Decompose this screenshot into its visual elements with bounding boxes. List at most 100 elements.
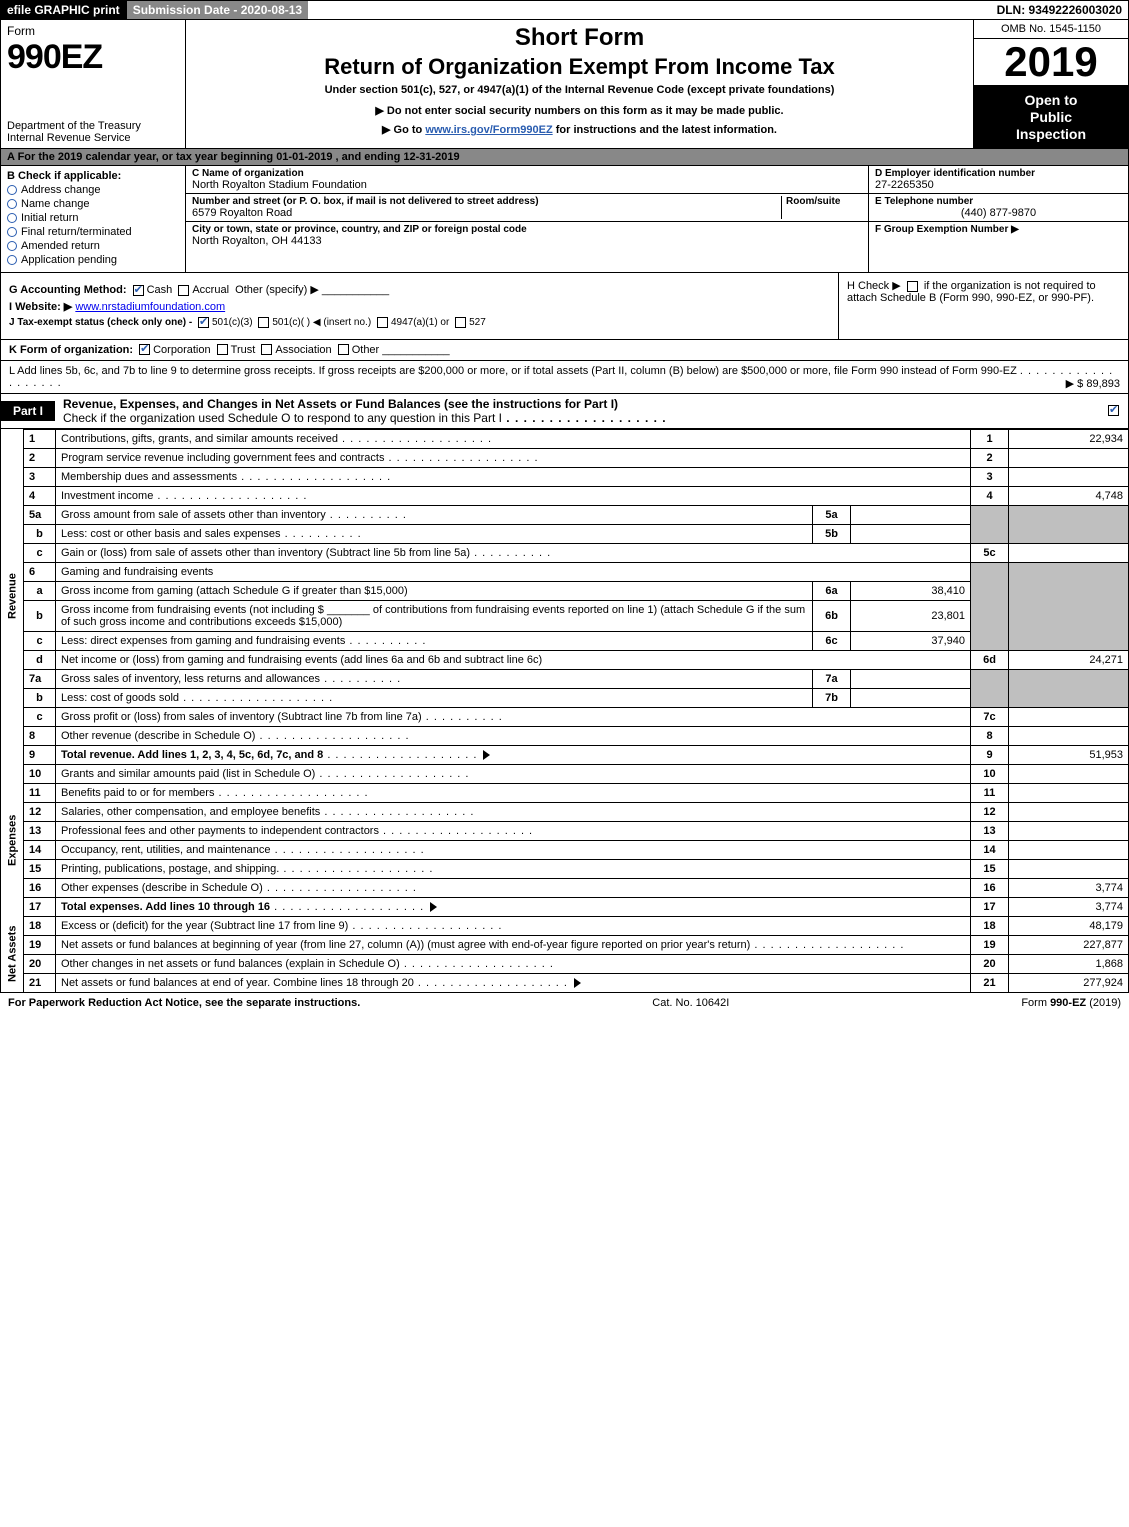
phone-value: (440) 877-9870 xyxy=(875,207,1122,219)
line-num: 9 xyxy=(24,745,56,764)
part-i-badge: Part I xyxy=(1,401,55,421)
circle-icon xyxy=(7,199,17,209)
line-amount: 3,774 xyxy=(1009,878,1129,897)
table-row: 12 Salaries, other compensation, and emp… xyxy=(1,802,1129,821)
line-amount xyxy=(1009,821,1129,840)
line-num: 3 xyxy=(24,467,56,486)
efile-print-button[interactable]: efile GRAPHIC print xyxy=(1,1,126,19)
chk-name-change[interactable]: Name change xyxy=(7,198,179,210)
tax-year: 2019 xyxy=(974,39,1128,86)
org-name: North Royalton Stadium Foundation xyxy=(192,179,862,191)
irs-link[interactable]: www.irs.gov/Form990EZ xyxy=(425,124,552,136)
line-amount: 24,271 xyxy=(1009,650,1129,669)
line-ref: 18 xyxy=(971,916,1009,935)
ein-label: D Employer identification number xyxy=(875,168,1122,179)
city-label: City or town, state or province, country… xyxy=(192,224,862,235)
subline-amount xyxy=(851,524,971,543)
page-footer: For Paperwork Reduction Act Notice, see … xyxy=(0,993,1129,1013)
dln-label: DLN: 93492226003020 xyxy=(991,1,1128,19)
row-k: K Form of organization: Corporation Trus… xyxy=(0,340,1129,361)
chk-final-return[interactable]: Final return/terminated xyxy=(7,226,179,238)
lbl-association: Association xyxy=(275,344,331,356)
ssn-note: ▶ Do not enter social security numbers o… xyxy=(194,104,965,117)
dots-icon xyxy=(345,635,426,647)
chk-accrual[interactable] xyxy=(178,285,189,296)
line-num: d xyxy=(24,650,56,669)
line-desc: Less: cost or other basis and sales expe… xyxy=(61,528,281,540)
chk-initial-return[interactable]: Initial return xyxy=(7,212,179,224)
chk-other-org[interactable] xyxy=(338,344,349,355)
line-desc: Other revenue (describe in Schedule O) xyxy=(61,730,255,742)
lbl-cash: Cash xyxy=(147,284,173,296)
line-amount: 1,868 xyxy=(1009,954,1129,973)
line-desc: Other changes in net assets or fund bala… xyxy=(61,958,400,970)
form-subtitle: Under section 501(c), 527, or 4947(a)(1)… xyxy=(194,84,965,96)
chk-schedule-o[interactable] xyxy=(1108,405,1119,416)
line-num: 18 xyxy=(24,916,56,935)
box-b-header: B Check if applicable: xyxy=(7,170,179,182)
line-num: a xyxy=(24,581,56,600)
subline-amount: 37,940 xyxy=(851,631,971,650)
triangle-icon xyxy=(483,750,490,760)
subline-ref: 6c xyxy=(813,631,851,650)
chk-corporation[interactable] xyxy=(139,344,150,355)
line-num: 7a xyxy=(24,669,56,688)
table-row: b Gross income from fundraising events (… xyxy=(1,600,1129,631)
table-row: b Less: cost of goods sold 7b xyxy=(1,688,1129,707)
row-l-amt-label: ▶ $ xyxy=(1066,378,1084,390)
chk-amended-return[interactable]: Amended return xyxy=(7,240,179,252)
lbl-501c3: 501(c)(3) xyxy=(212,318,253,329)
subline-amount xyxy=(851,688,971,707)
chk-4947[interactable] xyxy=(377,317,388,328)
dept-line-1: Department of the Treasury xyxy=(7,120,179,132)
line-desc: Excess or (deficit) for the year (Subtra… xyxy=(61,920,348,932)
subline-amount xyxy=(851,669,971,688)
subline-amount xyxy=(851,505,971,524)
chk-application-pending[interactable]: Application pending xyxy=(7,254,179,266)
line-ref: 16 xyxy=(971,878,1009,897)
line-ref: 4 xyxy=(971,486,1009,505)
line-desc: Total revenue. Add lines 1, 2, 3, 4, 5c,… xyxy=(61,749,323,761)
subline-ref: 5b xyxy=(813,524,851,543)
inspection-badge: Open to Public Inspection xyxy=(974,86,1128,148)
netassets-side-label: Net Assets xyxy=(1,916,24,992)
website-link[interactable]: www.nrstadiumfoundation.com xyxy=(75,301,225,313)
line-num: 12 xyxy=(24,802,56,821)
table-row: 14 Occupancy, rent, utilities, and maint… xyxy=(1,840,1129,859)
chk-address-change[interactable]: Address change xyxy=(7,184,179,196)
line-ref: 21 xyxy=(971,973,1009,992)
shade-cell xyxy=(1009,505,1129,543)
table-row: c Gross profit or (loss) from sales of i… xyxy=(1,707,1129,726)
chk-501c[interactable] xyxy=(258,317,269,328)
line-ref: 1 xyxy=(971,429,1009,448)
table-row: 11 Benefits paid to or for members 11 xyxy=(1,783,1129,802)
table-row: Revenue 1 Contributions, gifts, grants, … xyxy=(1,429,1129,448)
line-num: 2 xyxy=(24,448,56,467)
chk-label: Amended return xyxy=(21,240,100,252)
lbl-corporation: Corporation xyxy=(153,344,210,356)
dots-icon xyxy=(270,901,424,913)
chk-527[interactable] xyxy=(455,317,466,328)
inspection-line-3: Inspection xyxy=(976,126,1126,143)
chk-association[interactable] xyxy=(261,344,272,355)
chk-cash[interactable] xyxy=(133,285,144,296)
triangle-icon xyxy=(574,978,581,988)
line-amount: 227,877 xyxy=(1009,935,1129,954)
dept-line-2: Internal Revenue Service xyxy=(7,132,179,144)
dots-icon xyxy=(320,806,474,818)
chk-schedule-b[interactable] xyxy=(907,281,918,292)
chk-501c3[interactable] xyxy=(198,317,209,328)
table-row: 7a Gross sales of inventory, less return… xyxy=(1,669,1129,688)
line-num: 6 xyxy=(24,562,56,581)
lbl-527: 527 xyxy=(469,318,486,329)
line-amount xyxy=(1009,543,1129,562)
table-row: 2 Program service revenue including gove… xyxy=(1,448,1129,467)
line-num: b xyxy=(24,688,56,707)
table-row: 3 Membership dues and assessments 3 xyxy=(1,467,1129,486)
chk-trust[interactable] xyxy=(217,344,228,355)
inspection-line-2: Public xyxy=(976,109,1126,126)
line-amount xyxy=(1009,707,1129,726)
dots-icon xyxy=(153,490,307,502)
subline-ref: 7a xyxy=(813,669,851,688)
omb-number: OMB No. 1545-1150 xyxy=(974,20,1128,39)
